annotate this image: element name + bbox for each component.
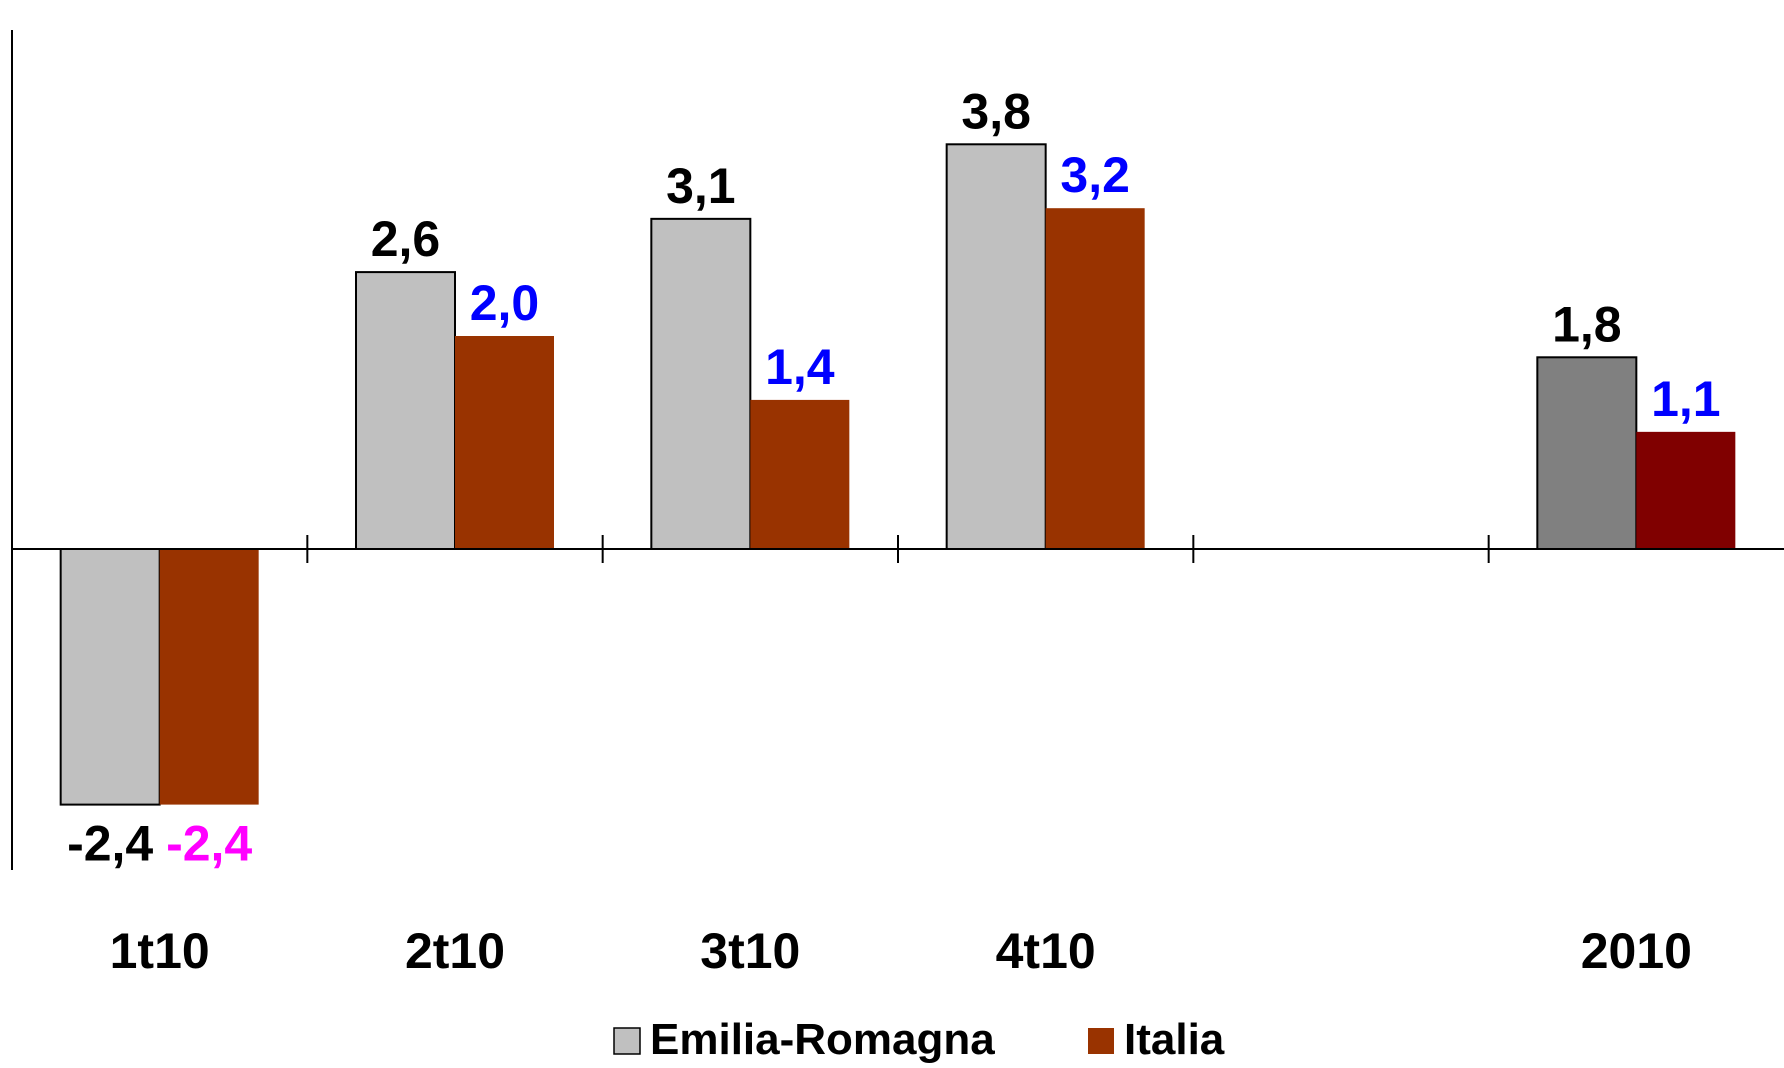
bar-italia-1t10 (159, 549, 259, 805)
data-label-italia-2t10: 2,0 (470, 275, 540, 331)
bar-emilia-romagna-3t10 (650, 217, 752, 550)
data-label-emilia-romagna-2010: 1,8 (1552, 296, 1622, 352)
x-tick-label-2010: 2010 (1581, 923, 1692, 979)
data-label-italia-2010: 1,1 (1651, 371, 1721, 427)
bar-emilia-romagna-2010 (1536, 356, 1638, 550)
x-tick-label-4t10: 4t10 (996, 923, 1096, 979)
data-label-italia-1t10: -2,4 (166, 816, 252, 872)
legend: Emilia-Romagna Italia (613, 1015, 1225, 1064)
x-tick-label-3t10: 3t10 (700, 923, 800, 979)
bar-italia-3t10 (750, 399, 850, 549)
bar-italia-4t10 (1045, 208, 1145, 549)
data-label-emilia-romagna-2t10: 2,6 (371, 211, 441, 267)
legend-label-italia: Italia (1124, 1015, 1225, 1064)
plot-area: -2,4 -2,4 1t10 2,6 2,0 2t10 3,1 1,4 3t10 3,8 3,2 4t… (11, 30, 1784, 979)
data-label-emilia-romagna-1t10: -2,4 (67, 816, 153, 872)
legend-label-emilia-romagna: Emilia-Romagna (650, 1015, 995, 1064)
legend-swatch-italia (1088, 1028, 1114, 1054)
bar-emilia-romagna-4t10 (945, 143, 1047, 551)
data-label-italia-4t10: 3,2 (1060, 147, 1130, 203)
data-label-emilia-romagna-3t10: 3,1 (666, 158, 736, 214)
x-tick-label-2t10: 2t10 (405, 923, 505, 979)
bar-italia-2t10 (455, 336, 554, 549)
data-label-emilia-romagna-4t10: 3,8 (961, 83, 1031, 139)
data-label-italia-3t10: 1,4 (765, 339, 835, 395)
x-tick-label-1t10: 1t10 (110, 923, 210, 979)
bar-emilia-romagna-1t10 (59, 548, 161, 806)
bar-emilia-romagna-2t10 (355, 271, 456, 550)
bar-italia-2010 (1636, 431, 1736, 549)
legend-swatch-emilia-romagna (613, 1027, 641, 1055)
